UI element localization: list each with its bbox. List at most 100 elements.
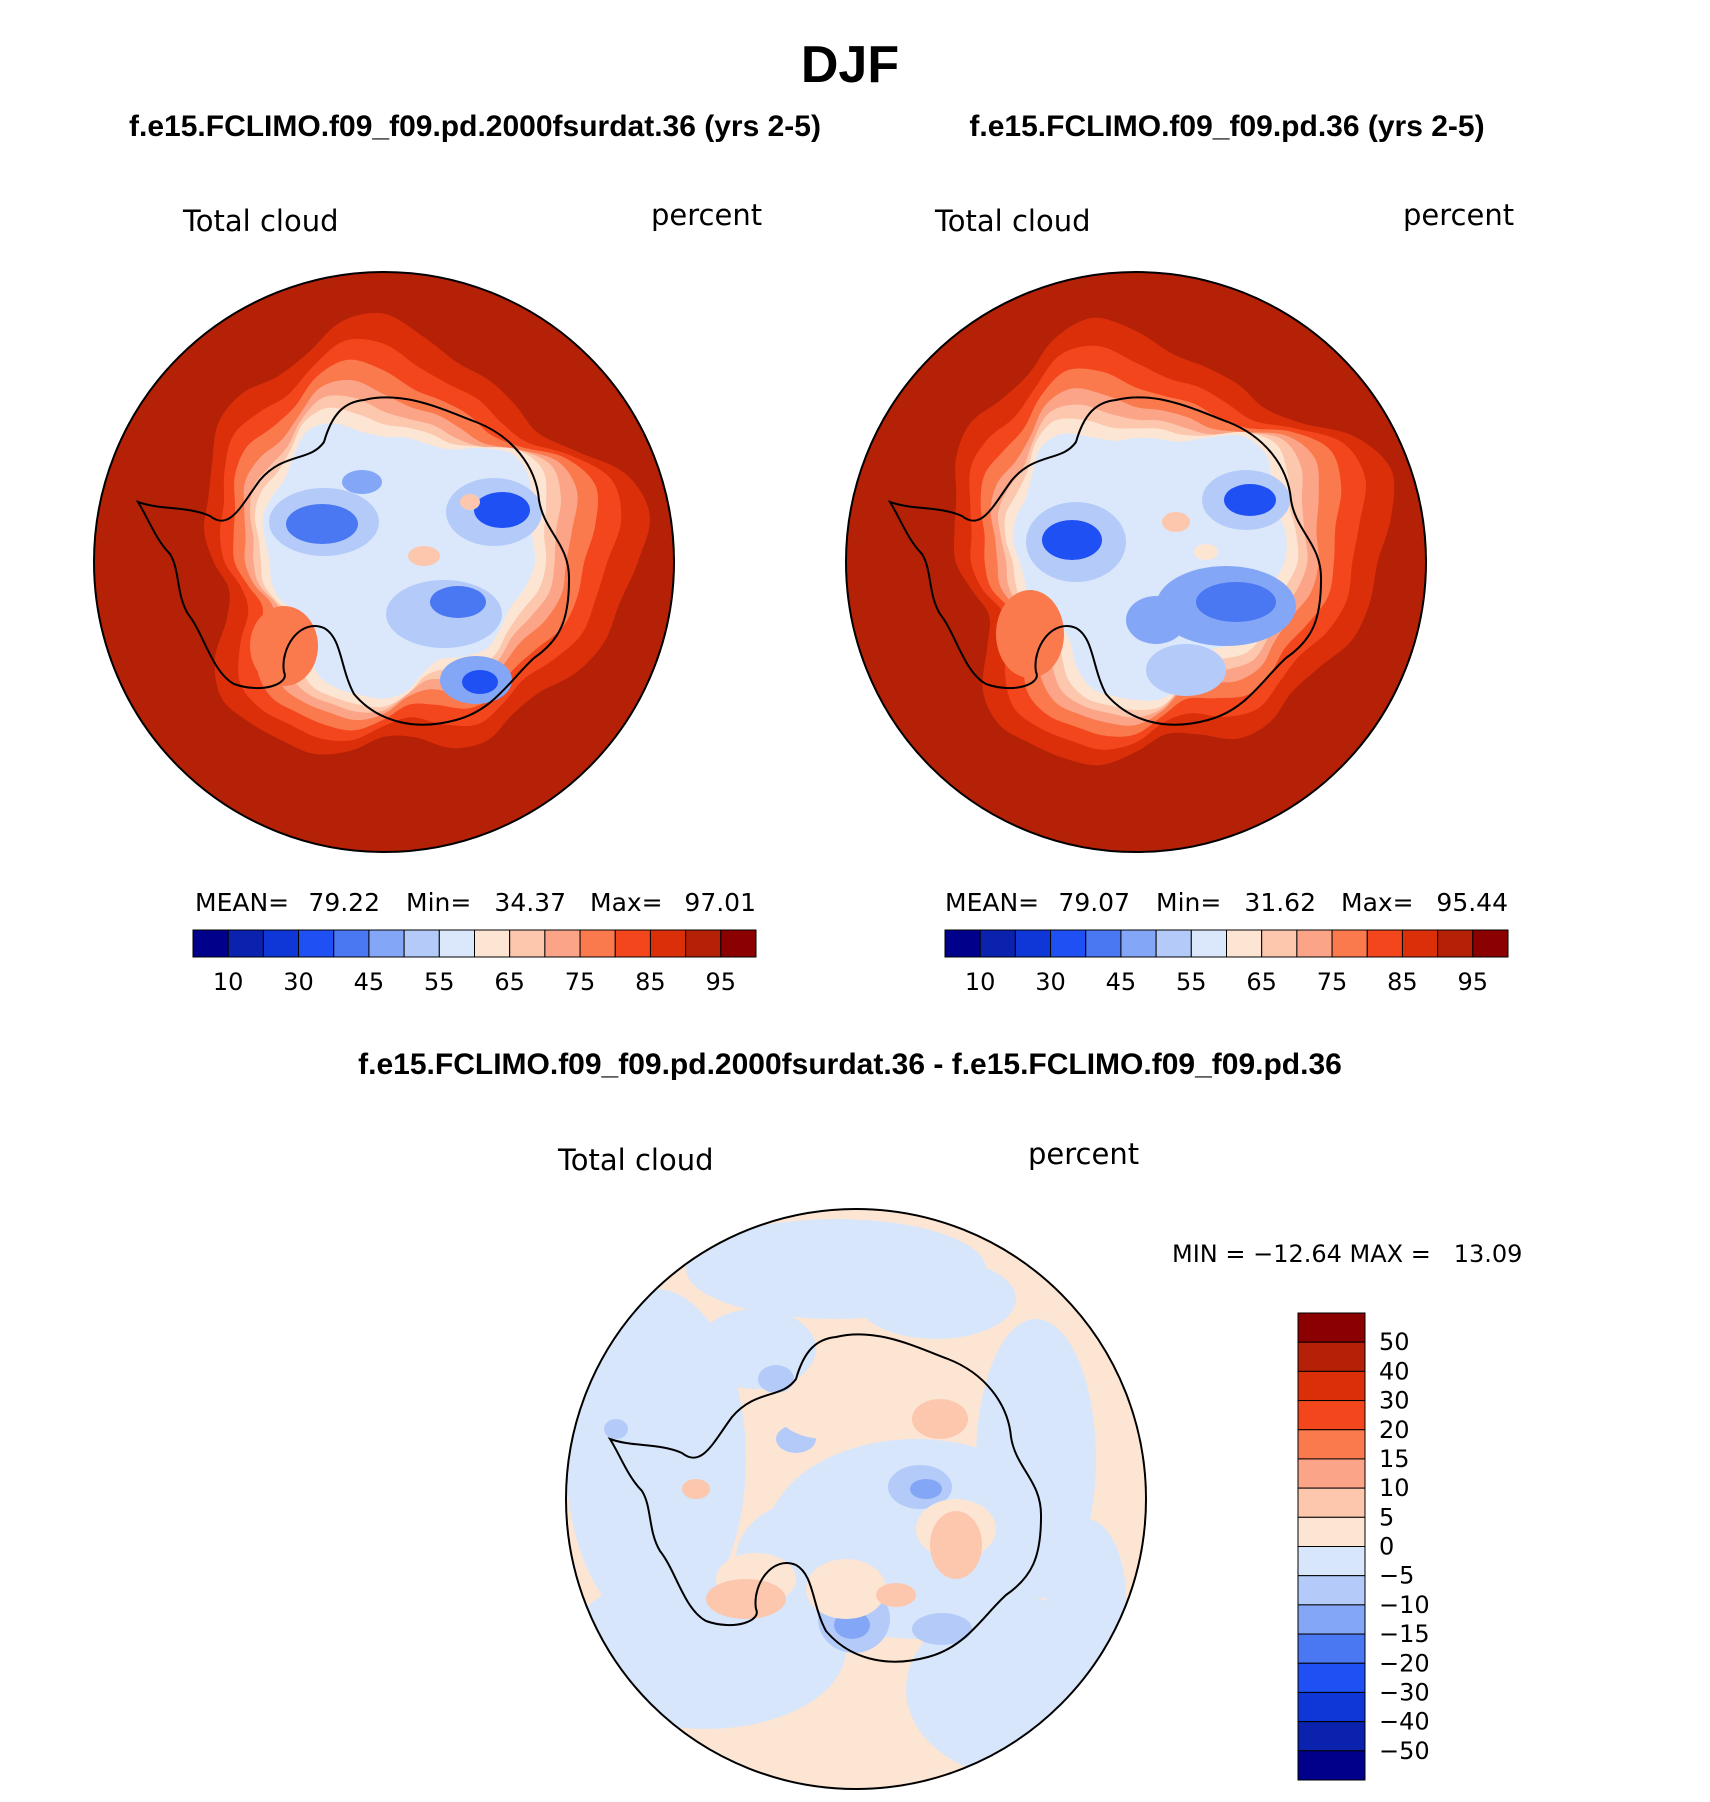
- min-label: Min=: [406, 888, 471, 917]
- colorbar-tick-label: 65: [494, 968, 525, 996]
- colorbar-swatch: [1297, 1400, 1366, 1431]
- colorbar-tick-label: −30: [1379, 1678, 1430, 1706]
- colorbar-swatch: [298, 929, 335, 958]
- colorbar-swatch: [227, 929, 264, 958]
- colorbar-swatch: [1014, 929, 1052, 958]
- contour-band: [1146, 644, 1226, 696]
- colorbar-swatch: [1401, 929, 1439, 958]
- diff-units: percent: [1028, 1137, 1139, 1171]
- contour-band: [342, 470, 382, 494]
- contour-band: [996, 590, 1064, 678]
- contour-band: [460, 494, 480, 510]
- colorbar-swatch: [1297, 1721, 1366, 1752]
- colorbar-tick-label: −5: [1379, 1562, 1414, 1590]
- colorbar-swatch: [1155, 929, 1192, 958]
- colorbar-swatch: [1297, 1691, 1366, 1723]
- diff-title: f.e15.FCLIMO.f09_f09.pd.2000fsurdat.36 -…: [358, 1048, 1342, 1081]
- panel-left-stats: MEAN= 79.22 Min= 34.37 Max= 97.01: [195, 888, 756, 917]
- mean-value: 79.22: [308, 888, 380, 917]
- map-boundary: [565, 1208, 1147, 1790]
- colorbar-tick-label: −20: [1379, 1649, 1430, 1677]
- colorbar-swatch: [262, 929, 300, 958]
- panel-left-variable: Total cloud: [182, 204, 338, 238]
- colorbar-swatch: [1297, 1341, 1366, 1372]
- contour-band: [1162, 512, 1190, 532]
- colorbar-tick-label: 5: [1379, 1503, 1394, 1531]
- colorbar-tick-label: 40: [1379, 1357, 1410, 1385]
- contour-band: [566, 1599, 686, 1719]
- contour-band: [1224, 484, 1276, 516]
- colorbar-swatch: [1297, 1516, 1366, 1547]
- colorbar-swatch: [403, 929, 440, 958]
- panel-left-case-title: f.e15.FCLIMO.f09_f09.pd.2000fsurdat.36 (…: [129, 110, 821, 143]
- mean-label: MEAN=: [945, 888, 1039, 917]
- colorbar-swatch: [1297, 1750, 1366, 1781]
- max-value: 97.01: [684, 888, 756, 917]
- colorbar-tick-label: 75: [1317, 968, 1348, 996]
- colorbar-swatch: [1297, 1604, 1366, 1635]
- contour-band: [604, 1419, 628, 1439]
- colorbar-swatch: [1297, 1662, 1366, 1693]
- colorbar-swatch: [438, 929, 475, 958]
- contour-band: [286, 504, 358, 544]
- colorbar-tick-label: 45: [1106, 968, 1137, 996]
- contour-band: [1046, 1519, 1126, 1679]
- panel-left-map: [94, 272, 674, 852]
- panel-right-stats: MEAN= 79.07 Min= 31.62 Max= 95.44: [945, 888, 1508, 917]
- colorbar-swatch: [192, 929, 229, 958]
- colorbar-swatch: [509, 929, 546, 958]
- colorbar-tick-label: 15: [1379, 1445, 1410, 1473]
- map-boundary: [93, 271, 675, 853]
- colorbar-swatch: [1261, 929, 1298, 958]
- colorbar-swatch: [1297, 1370, 1366, 1402]
- panel-right-map: [846, 272, 1426, 852]
- colorbar-swatch: [1472, 929, 1509, 958]
- colorbar-tick-label: 55: [1176, 968, 1207, 996]
- contour-band: [1042, 520, 1102, 560]
- colorbar-swatch: [1437, 929, 1474, 958]
- colorbar-swatch: [1085, 929, 1122, 958]
- colorbar-swatch: [1120, 929, 1157, 958]
- colorbar-tick-label: 45: [354, 968, 385, 996]
- colorbar-swatch: [1331, 929, 1368, 958]
- colorbar-tick-label: 30: [283, 968, 314, 996]
- colorbar-swatch: [1297, 1429, 1366, 1460]
- diff-minmax: MIN = −12.64 MAX = 13.09: [1172, 1240, 1522, 1268]
- colorbar-swatch: [333, 929, 370, 958]
- season-title: DJF: [801, 36, 899, 94]
- contour-band: [706, 1579, 786, 1619]
- colorbar-swatch: [1297, 1312, 1366, 1343]
- colorbar-tick-label: 50: [1379, 1328, 1410, 1356]
- contour-band: [696, 1309, 816, 1389]
- colorbar-swatch: [1297, 1575, 1366, 1606]
- panel-left: f.e15.FCLIMO.f09_f09.pd.2000fsurdat.36 (…: [93, 110, 821, 996]
- colorbar-swatch: [474, 929, 511, 958]
- colorbar-left: 10 30 45 55 65 75 85 95: [192, 929, 757, 996]
- colorbar-swatch: [1297, 1546, 1366, 1577]
- panel-right: f.e15.FCLIMO.f09_f09.pd.36 (yrs 2-5) Tot…: [845, 110, 1514, 996]
- panel-left-units: percent: [651, 198, 762, 232]
- panel-diff: f.e15.FCLIMO.f09_f09.pd.2000fsurdat.36 -…: [358, 1048, 1522, 1790]
- max-label: Max=: [1341, 888, 1414, 917]
- colorbar-swatch: [1297, 1487, 1366, 1518]
- colorbar-tick-label: −50: [1379, 1737, 1430, 1765]
- min-value: 34.37: [494, 888, 566, 917]
- colorbar-swatch: [1297, 1633, 1366, 1664]
- colorbar-swatch: [1296, 929, 1333, 958]
- panel-right-units: percent: [1403, 198, 1514, 232]
- colorbar-swatch: [614, 929, 651, 958]
- colorbar-tick-label: 65: [1246, 968, 1277, 996]
- map-boundary: [845, 271, 1427, 853]
- colorbar-tick-label: 30: [1035, 968, 1066, 996]
- contour-band: [1196, 582, 1276, 622]
- colorbar-tick-label: −10: [1379, 1591, 1430, 1619]
- colorbar-tick-label: 30: [1379, 1387, 1410, 1415]
- panel-right-case-title: f.e15.FCLIMO.f09_f09.pd.36 (yrs 2-5): [969, 110, 1484, 143]
- colorbar-swatch: [1297, 1458, 1366, 1489]
- panel-diff-map: [566, 1209, 1146, 1789]
- contour-band: [758, 1365, 794, 1393]
- diff-variable: Total cloud: [557, 1143, 713, 1177]
- colorbar-tick-label: 10: [965, 968, 996, 996]
- contour-band: [930, 1511, 982, 1579]
